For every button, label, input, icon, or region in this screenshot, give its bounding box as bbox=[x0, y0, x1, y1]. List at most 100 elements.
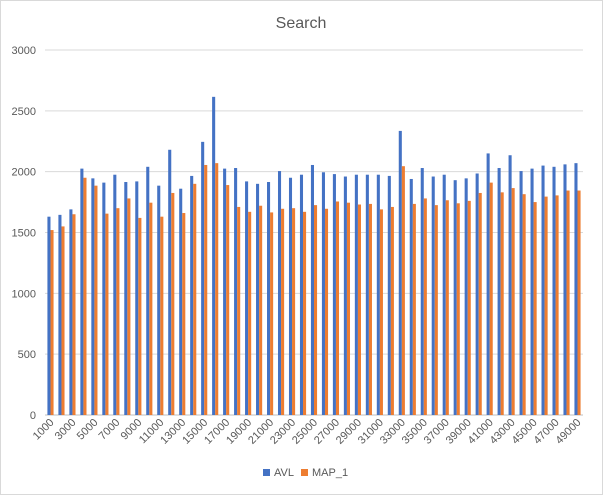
bar-map-1-48000 bbox=[566, 190, 570, 415]
x-tick-label: 5000 bbox=[75, 417, 101, 443]
bar-avl-11000 bbox=[157, 185, 161, 415]
bar-map-1-10000 bbox=[149, 202, 153, 415]
bar-avl-7000 bbox=[113, 174, 117, 415]
bar-map-1-33000 bbox=[401, 166, 405, 415]
bar-map-1-5000 bbox=[94, 185, 98, 415]
bar-avl-45000 bbox=[530, 168, 534, 415]
bar-map-1-30000 bbox=[368, 203, 372, 415]
bar-map-1-18000 bbox=[237, 206, 241, 415]
bar-avl-46000 bbox=[541, 165, 545, 415]
bar-map-1-16000 bbox=[215, 163, 219, 415]
chart-title: Search bbox=[276, 15, 327, 32]
bar-map-1-22000 bbox=[281, 208, 285, 415]
bar-avl-40000 bbox=[475, 173, 479, 415]
bar-avl-47000 bbox=[552, 166, 556, 415]
bar-map-1-2000 bbox=[61, 226, 65, 415]
bar-map-1-8000 bbox=[127, 198, 131, 415]
bar-avl-19000 bbox=[245, 181, 249, 415]
bar-map-1-29000 bbox=[357, 204, 361, 415]
bar-map-1-38000 bbox=[456, 203, 460, 415]
bar-map-1-34000 bbox=[412, 203, 416, 415]
legend-swatch-map-1 bbox=[301, 469, 308, 476]
legend-label-avl: AVL bbox=[274, 467, 294, 479]
bar-avl-30000 bbox=[365, 174, 369, 415]
bar-avl-28000 bbox=[343, 176, 347, 415]
bar-map-1-42000 bbox=[500, 192, 504, 415]
bar-map-1-45000 bbox=[533, 202, 537, 415]
bar-map-1-32000 bbox=[390, 206, 394, 415]
bar-map-1-1000 bbox=[50, 230, 54, 415]
bar-map-1-43000 bbox=[511, 188, 515, 415]
y-tick-label: 500 bbox=[18, 349, 36, 361]
bar-avl-3000 bbox=[69, 209, 73, 415]
bar-avl-32000 bbox=[387, 175, 391, 415]
bar-map-1-35000 bbox=[423, 198, 427, 415]
bar-avl-12000 bbox=[168, 149, 172, 415]
legend-swatch-avl bbox=[263, 469, 270, 476]
bar-avl-33000 bbox=[398, 130, 402, 415]
bar-avl-49000 bbox=[574, 163, 578, 415]
bar-avl-37000 bbox=[442, 174, 446, 415]
bar-avl-29000 bbox=[354, 174, 358, 415]
bar-map-1-44000 bbox=[522, 194, 526, 415]
bar-map-1-7000 bbox=[116, 208, 120, 415]
bar-avl-43000 bbox=[508, 155, 512, 416]
x-axis-ticks: 1000300050007000900011000130001500017000… bbox=[31, 417, 584, 447]
bar-avl-26000 bbox=[321, 172, 325, 415]
bar-avl-4000 bbox=[80, 168, 84, 415]
y-axis-ticks: 0 500 1000 1500 2000 2500 3000 bbox=[12, 45, 36, 422]
bar-avl-14000 bbox=[190, 175, 194, 415]
bar-avl-41000 bbox=[486, 153, 490, 416]
bar-map-1-3000 bbox=[72, 214, 76, 415]
bar-map-1-26000 bbox=[324, 208, 329, 415]
bar-map-1-27000 bbox=[335, 201, 340, 415]
bar-map-1-49000 bbox=[577, 190, 581, 415]
bar-avl-44000 bbox=[519, 171, 523, 415]
bar-avl-1000 bbox=[47, 216, 51, 415]
bar-map-1-36000 bbox=[434, 205, 438, 415]
bar-map-1-39000 bbox=[467, 200, 471, 415]
bar-map-1-24000 bbox=[303, 211, 307, 415]
bar-avl-36000 bbox=[431, 176, 435, 415]
bar-avl-17000 bbox=[223, 168, 227, 415]
bar-map-1-15000 bbox=[204, 164, 208, 415]
bar-map-1-47000 bbox=[555, 195, 559, 415]
bar-map-1-14000 bbox=[193, 183, 197, 415]
bar-avl-34000 bbox=[409, 178, 413, 415]
y-tick-label: 2000 bbox=[12, 167, 36, 179]
bar-avl-23000 bbox=[288, 177, 293, 415]
bar-avl-35000 bbox=[420, 168, 424, 415]
bar-map-1-21000 bbox=[270, 212, 274, 415]
legend: AVL MAP_1 bbox=[263, 467, 348, 479]
bar-map-1-4000 bbox=[83, 177, 87, 415]
bar-avl-22000 bbox=[277, 171, 282, 415]
bar-avl-42000 bbox=[497, 168, 501, 415]
bar-avl-25000 bbox=[310, 164, 314, 415]
bar-avl-20000 bbox=[256, 183, 260, 415]
x-tick-label: 3000 bbox=[53, 417, 79, 443]
bar-map-1-28000 bbox=[346, 202, 351, 415]
bar-avl-15000 bbox=[201, 141, 205, 416]
legend-label-map-1: MAP_1 bbox=[312, 467, 348, 479]
bar-map-1-13000 bbox=[182, 213, 186, 415]
bar-map-1-31000 bbox=[379, 209, 383, 415]
bar-map-1-17000 bbox=[226, 185, 230, 415]
bar-avl-8000 bbox=[124, 182, 128, 415]
bar-map-1-25000 bbox=[314, 205, 318, 415]
bar-avl-5000 bbox=[91, 178, 95, 415]
x-tick-label: 7000 bbox=[97, 417, 123, 443]
bar-avl-6000 bbox=[102, 182, 106, 415]
y-tick-label: 1000 bbox=[12, 288, 36, 300]
y-tick-label: 0 bbox=[30, 410, 36, 422]
bar-map-1-41000 bbox=[489, 182, 493, 415]
bar-map-1-11000 bbox=[160, 216, 164, 415]
bar-avl-48000 bbox=[563, 164, 567, 415]
bar-avl-39000 bbox=[464, 178, 468, 415]
bar-avl-16000 bbox=[212, 96, 216, 415]
bar-map-1-46000 bbox=[544, 196, 548, 415]
bar-map-1-20000 bbox=[259, 205, 263, 415]
bar-avl-24000 bbox=[299, 174, 304, 415]
bar-map-1-40000 bbox=[478, 192, 482, 415]
